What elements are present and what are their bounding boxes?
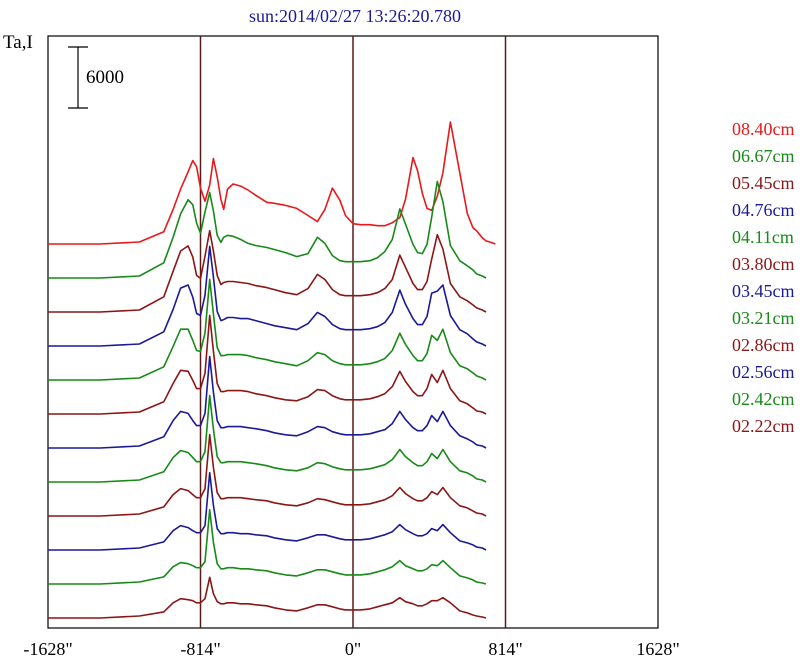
x-tick-label: -1628" xyxy=(23,639,72,659)
legend-entry: 02.42cm xyxy=(732,389,795,409)
chart-title: sun:2014/02/27 13:26:20.780 xyxy=(249,6,461,26)
legend-entry: 02.86cm xyxy=(732,335,795,355)
legend-entry: 03.80cm xyxy=(732,254,795,274)
legend-entry: 05.45cm xyxy=(732,173,795,193)
x-tick-label: 814" xyxy=(488,639,522,659)
series-line xyxy=(48,121,496,245)
y-axis-label: Ta,I xyxy=(3,32,33,53)
x-tick-labels: -1628" -814" 0" 814" 1628" xyxy=(23,639,679,659)
series-line xyxy=(48,229,487,313)
legend-entry: 06.67cm xyxy=(732,146,795,166)
legend-entry: 02.22cm xyxy=(732,416,795,436)
x-tick-label: 0" xyxy=(345,639,361,659)
legend-entry: 04.11cm xyxy=(732,227,794,247)
x-tick-label: 1628" xyxy=(636,639,679,659)
series-line xyxy=(48,180,487,279)
legend: 08.40cm 06.67cm 05.45cm 04.76cm 04.11cm 03.80… xyxy=(732,119,795,436)
vertical-reference-lines xyxy=(199,36,507,628)
series-line xyxy=(48,394,487,483)
series-line xyxy=(48,278,487,381)
series-lines xyxy=(48,121,496,619)
legend-entry: 03.45cm xyxy=(732,281,795,301)
series-line xyxy=(48,471,487,551)
series-line xyxy=(48,509,487,585)
series-line xyxy=(48,245,487,347)
scale-bar: 6000 xyxy=(68,46,124,109)
series-line xyxy=(48,433,487,517)
series-line xyxy=(48,314,487,415)
x-tick-label: -814" xyxy=(180,639,220,659)
legend-entry: 08.40cm xyxy=(732,119,795,139)
legend-entry: 03.21cm xyxy=(732,308,795,328)
series-line xyxy=(48,576,487,619)
series-line xyxy=(48,355,487,449)
legend-entry: 04.76cm xyxy=(732,200,795,220)
legend-entry: 02.56cm xyxy=(732,362,795,382)
scale-bar-label: 6000 xyxy=(86,67,124,88)
